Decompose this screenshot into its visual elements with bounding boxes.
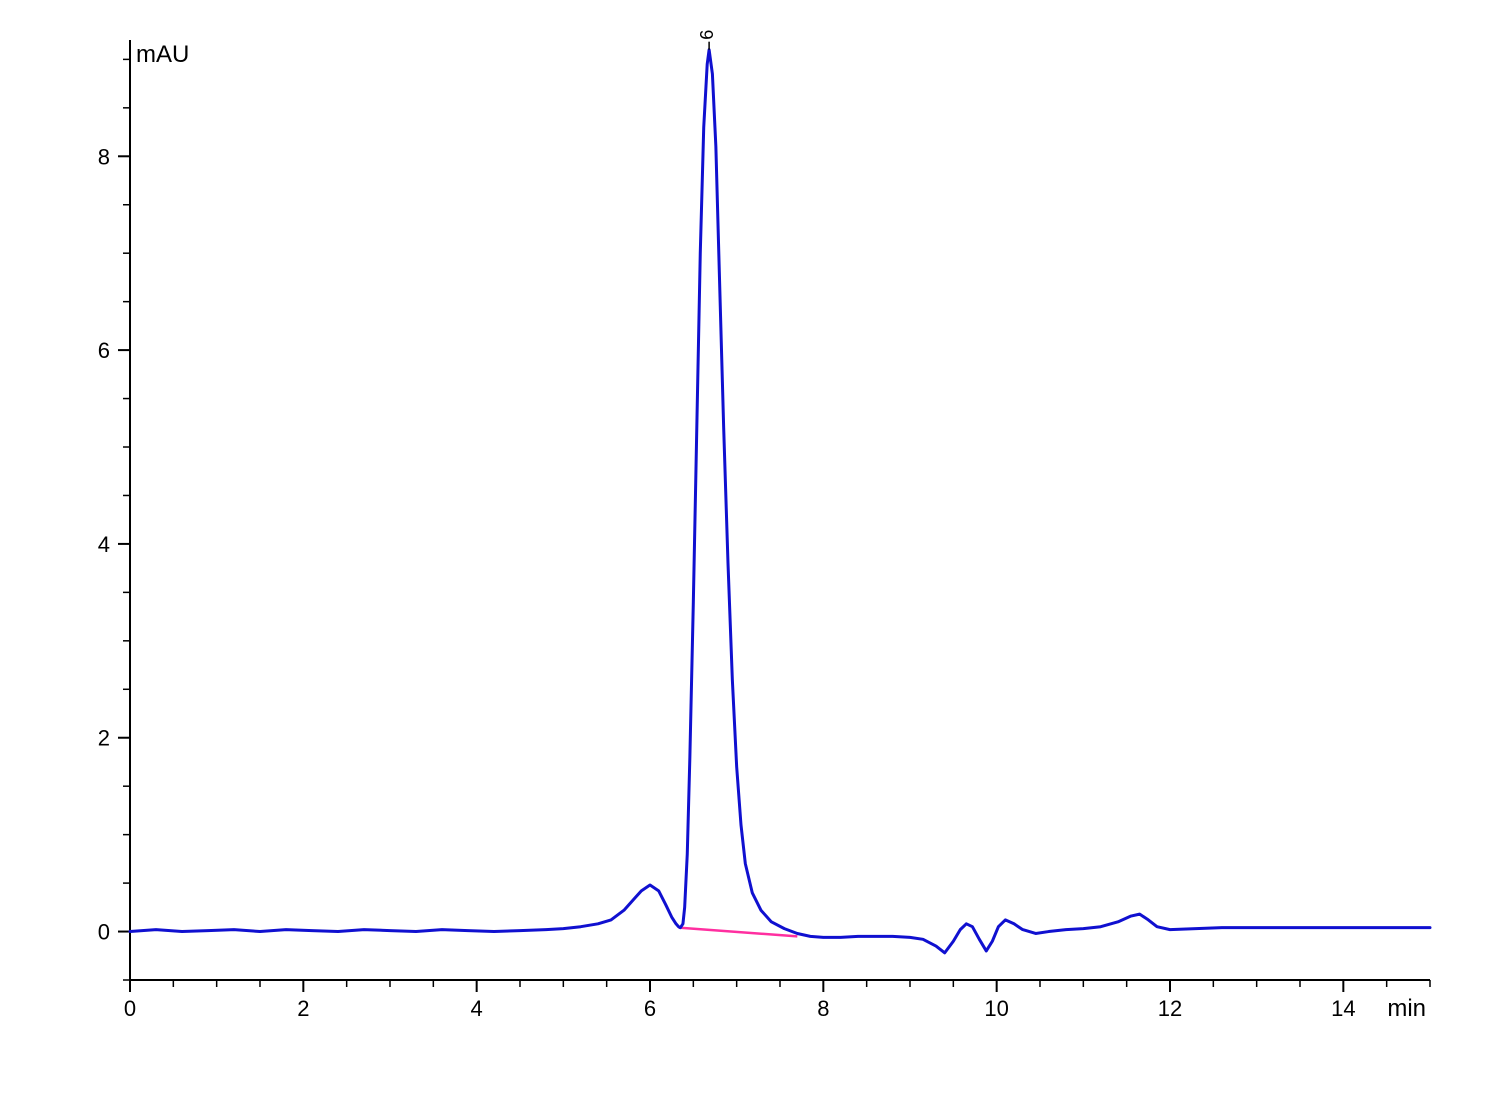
y-tick-label: 2	[98, 726, 110, 751]
chromatogram-chart: 0 2 4 6 8 0 2 4 6 8 10 12 14 mAU min 6.682	[60, 30, 1460, 1060]
chromatogram-svg: 0 2 4 6 8 0 2 4 6 8 10 12 14 mAU min 6.682	[60, 30, 1460, 1060]
x-tick-label: 2	[297, 996, 309, 1021]
peak-baseline	[679, 928, 798, 937]
x-tick-label: 10	[984, 996, 1008, 1021]
x-tick-label: 12	[1158, 996, 1182, 1021]
x-tick-label: 4	[471, 996, 483, 1021]
y-tick-label: 4	[98, 532, 110, 557]
x-tick-label: 14	[1331, 996, 1355, 1021]
y-tick-label: 0	[98, 920, 110, 945]
y-axis-label: mAU	[136, 41, 189, 68]
x-tick-label: 6	[644, 996, 656, 1021]
y-tick-label: 8	[98, 144, 110, 169]
x-tick-label: 0	[124, 996, 136, 1021]
x-tick-label: 8	[817, 996, 829, 1021]
y-tick-label: 6	[98, 338, 110, 363]
chromatogram-trace	[130, 50, 1430, 953]
peak-retention-label: 6.682	[697, 30, 717, 40]
x-axis-label: min	[1387, 995, 1426, 1022]
